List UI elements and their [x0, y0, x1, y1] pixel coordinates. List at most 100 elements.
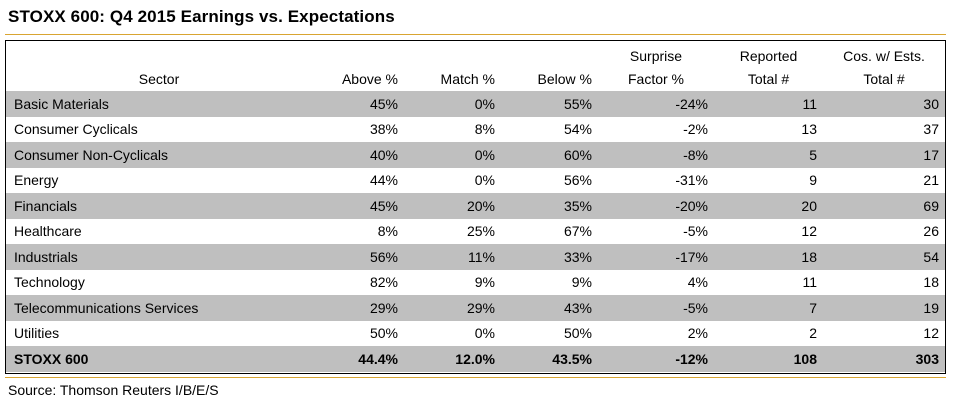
sector-cell: Telecommunications Services	[6, 295, 312, 321]
sector-cell: Consumer Non-Cyclicals	[6, 142, 312, 168]
cos-with-ests-cell: 69	[823, 193, 945, 219]
surprise-factor-cell: -5%	[683, 223, 708, 240]
column-header-line1: Surprise	[629, 48, 683, 64]
cos-with-ests-cell: 26	[923, 223, 939, 240]
above-cell: 8%	[377, 223, 398, 240]
surprise-factor-cell: -17%	[598, 244, 714, 270]
reported-total-cell: 12	[801, 223, 817, 240]
reported-total-cell: 7	[714, 295, 823, 321]
cos-with-ests-cell: 12	[923, 325, 939, 342]
sector-cell: Basic Materials	[6, 91, 312, 117]
surprise-factor-cell: -5%	[598, 295, 714, 321]
column-header-line2: Above %	[341, 71, 398, 87]
above-cell: 38%	[369, 121, 398, 138]
table-row: Technology 82% 9% 9% 4% 11 18	[6, 270, 945, 296]
column-header-line2: Match %	[440, 71, 495, 87]
surprise-factor-cell: -2%	[683, 121, 708, 138]
sector-cell: Utilities	[14, 325, 60, 342]
total-below-cell: 43.5%	[501, 346, 598, 372]
column-header-sector: Sector	[6, 41, 312, 91]
reported-total-cell: 13	[801, 121, 817, 138]
reported-total-cell: 11	[714, 91, 823, 117]
match-cell: 9%	[474, 274, 495, 291]
total-cos-with-ests-cell: 303	[823, 346, 945, 372]
header-row: Sector Above % Match % Below % Surprise …	[6, 41, 945, 91]
sector-cell: Consumer Cyclicals	[14, 121, 138, 138]
table-row: Utilities 50% 0% 50% 2% 2 12	[6, 321, 945, 347]
match-cell: 0%	[474, 325, 495, 342]
table-row: Industrials 56% 11% 33% -17% 18 54	[6, 244, 945, 270]
table-row: Consumer Cyclicals 38% 8% 54% -2% 13 37	[6, 117, 945, 143]
below-cell: 54%	[563, 121, 592, 138]
sector-cell: Healthcare	[14, 223, 82, 240]
below-cell: 33%	[501, 244, 598, 270]
sector-cell: Industrials	[6, 244, 312, 270]
surprise-factor-cell: -8%	[598, 142, 714, 168]
match-cell: 0%	[404, 142, 501, 168]
total-row: STOXX 600 44.4% 12.0% 43.5% -12% 108 303	[6, 346, 945, 372]
column-header-reported-total: Reported Total #	[714, 41, 823, 91]
reported-total-cell: 11	[802, 274, 817, 291]
total-sector-cell: STOXX 600	[6, 346, 312, 372]
total-reported-cell: 108	[714, 346, 823, 372]
below-cell: 67%	[563, 223, 592, 240]
cos-with-ests-cell: 21	[923, 172, 939, 189]
column-header-cos-with-ests-total: Cos. w/ Ests. Total #	[823, 41, 945, 91]
below-cell: 9%	[571, 274, 592, 291]
surprise-factor-cell: -31%	[675, 172, 708, 189]
bottom-accent-rule	[5, 377, 946, 378]
above-cell: 29%	[312, 295, 404, 321]
column-header-match: Match %	[404, 41, 501, 91]
reported-total-cell: 2	[809, 325, 817, 342]
below-cell: 43%	[501, 295, 598, 321]
above-cell: 40%	[312, 142, 404, 168]
above-cell: 44%	[369, 172, 398, 189]
column-header-surprise-factor: Surprise Factor %	[598, 41, 714, 91]
table-row: Basic Materials 45% 0% 55% -24% 11 30	[6, 91, 945, 117]
cos-with-ests-cell: 37	[923, 121, 939, 138]
column-header-below: Below %	[501, 41, 598, 91]
table-title: STOXX 600: Q4 2015 Earnings vs. Expectat…	[8, 7, 395, 26]
cos-with-ests-cell: 30	[823, 91, 945, 117]
total-surprise-factor-cell: -12%	[598, 346, 714, 372]
cos-with-ests-cell: 17	[823, 142, 945, 168]
surprise-factor-cell: -24%	[598, 91, 714, 117]
source-note: Source: Thomson Reuters I/B/E/S	[8, 382, 219, 398]
reported-total-cell: 9	[809, 172, 817, 189]
sector-cell: Technology	[14, 274, 85, 291]
table-row: Healthcare 8% 25% 67% -5% 12 26	[6, 219, 945, 245]
match-cell: 0%	[474, 172, 495, 189]
table-row: Telecommunications Services 29% 29% 43% …	[6, 295, 945, 321]
total-above-cell: 44.4%	[312, 346, 404, 372]
table-frame	[5, 40, 946, 374]
above-cell: 45%	[312, 91, 404, 117]
reported-total-cell: 18	[714, 244, 823, 270]
below-cell: 60%	[501, 142, 598, 168]
surprise-factor-cell: 4%	[687, 274, 708, 291]
below-cell: 35%	[501, 193, 598, 219]
below-cell: 55%	[501, 91, 598, 117]
match-cell: 25%	[466, 223, 495, 240]
column-header-line2: Total #	[863, 71, 905, 87]
top-accent-rule	[5, 34, 946, 35]
match-cell: 29%	[404, 295, 501, 321]
match-cell: 0%	[404, 91, 501, 117]
sector-cell: Financials	[6, 193, 312, 219]
column-header-line2: Factor %	[627, 71, 684, 87]
table-row: Financials 45% 20% 35% -20% 20 69	[6, 193, 945, 219]
cos-with-ests-cell: 19	[823, 295, 945, 321]
match-cell: 8%	[474, 121, 495, 138]
cos-with-ests-cell: 54	[823, 244, 945, 270]
reported-total-cell: 5	[714, 142, 823, 168]
column-header-line1: Cos. w/ Ests.	[843, 48, 925, 64]
surprise-factor-cell: -20%	[598, 193, 714, 219]
sector-cell: Energy	[14, 172, 59, 189]
surprise-factor-cell: 2%	[687, 325, 708, 342]
above-cell: 56%	[312, 244, 404, 270]
below-cell: 56%	[563, 172, 592, 189]
table-row: Energy 44% 0% 56% -31% 9 21	[6, 168, 945, 194]
above-cell: 45%	[312, 193, 404, 219]
above-cell: 50%	[369, 325, 398, 342]
below-cell: 50%	[563, 325, 592, 342]
match-cell: 11%	[404, 244, 501, 270]
